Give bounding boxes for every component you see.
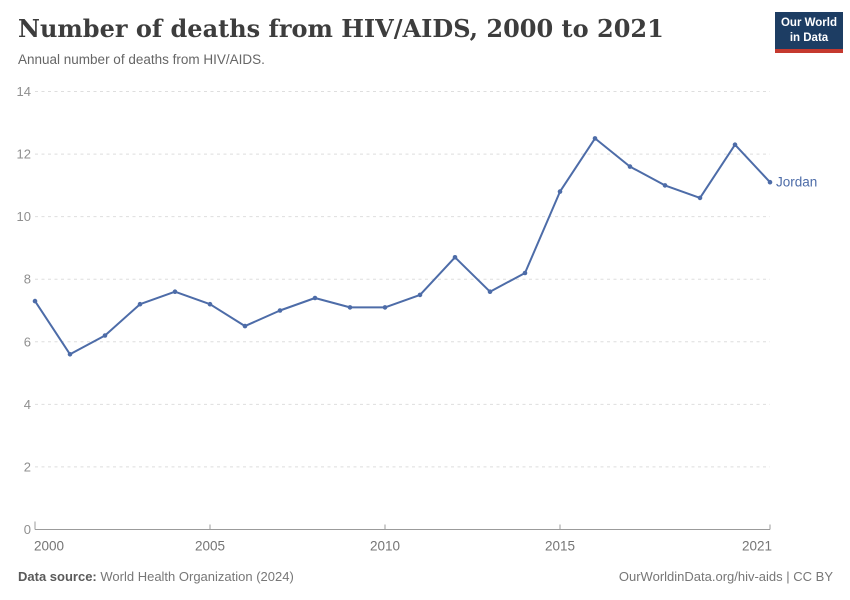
svg-text:4: 4 (24, 397, 31, 412)
svg-text:6: 6 (24, 334, 31, 349)
svg-text:2015: 2015 (545, 539, 575, 554)
owid-logo-line2: in Data (789, 31, 829, 44)
svg-text:12: 12 (17, 147, 31, 162)
series-label-jordan: Jordan (776, 175, 817, 190)
y-axis-labels: 0 2 4 6 8 10 12 14 (17, 84, 31, 537)
svg-text:2010: 2010 (370, 539, 400, 554)
page-title: Number of deaths from HIV/AIDS, 2000 to … (18, 14, 664, 43)
gridlines (35, 91, 770, 468)
page-subtitle: Annual number of deaths from HIV/AIDS. (18, 52, 265, 67)
data-source-label: Data source: (18, 569, 97, 584)
svg-text:14: 14 (17, 84, 31, 99)
x-axis-labels: 2000 2005 2010 2015 2021 (34, 539, 772, 554)
svg-text:0: 0 (24, 522, 31, 537)
svg-text:2021: 2021 (742, 539, 772, 554)
data-line (34, 137, 771, 356)
chart-footer: Data source: World Health Organization (… (18, 569, 833, 584)
svg-text:8: 8 (24, 272, 31, 287)
data-source: Data source: World Health Organization (… (18, 569, 294, 584)
svg-text:2000: 2000 (34, 539, 64, 554)
owid-logo-line1: Our World (780, 17, 837, 30)
svg-text:2: 2 (24, 459, 31, 474)
svg-text:10: 10 (17, 209, 31, 224)
x-axis (34, 521, 771, 530)
owid-logo[interactable]: Our World in Data (775, 12, 843, 53)
owid-citation-link[interactable]: OurWorldinData.org/hiv-aids | CC BY (618, 569, 833, 584)
data-point-markers (32, 136, 773, 357)
data-source-value: World Health Organization (2024) (100, 569, 294, 584)
svg-text:2005: 2005 (195, 539, 225, 554)
